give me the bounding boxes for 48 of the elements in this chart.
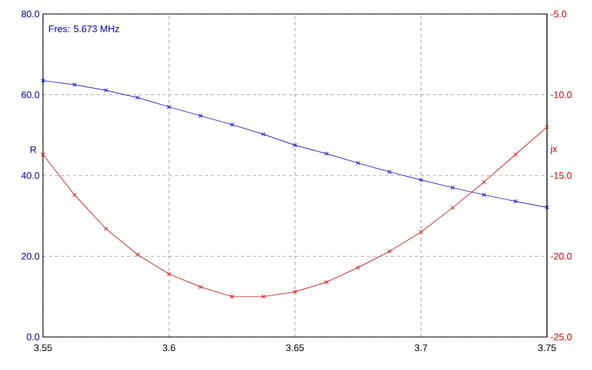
point xyxy=(292,290,298,294)
point xyxy=(292,143,298,148)
y2-axis-title: jx xyxy=(550,145,558,154)
point xyxy=(418,178,424,182)
point xyxy=(324,280,329,284)
point xyxy=(387,170,392,174)
y2-tick-label: -15.0 xyxy=(550,172,572,179)
point xyxy=(418,230,424,234)
point xyxy=(450,186,455,190)
y-axis-title: R xyxy=(30,146,36,153)
point xyxy=(513,199,518,204)
point xyxy=(135,252,140,257)
point xyxy=(513,152,518,157)
y2-tick-label: -25.0 xyxy=(550,334,572,340)
point xyxy=(166,104,172,109)
point xyxy=(198,284,203,290)
point xyxy=(104,226,108,231)
point xyxy=(104,88,108,92)
point xyxy=(198,114,203,118)
y-tick-label: 60.0 xyxy=(22,91,40,98)
x-tick-label: 3.6 xyxy=(162,344,176,352)
y2-tick-label: -5.0 xyxy=(550,10,566,18)
x-tick-label: 3.75 xyxy=(538,344,556,352)
point xyxy=(356,265,360,270)
y-tick-label: 80.0 xyxy=(22,10,40,18)
point xyxy=(356,160,360,166)
point xyxy=(482,180,486,184)
point xyxy=(72,192,77,197)
point xyxy=(450,206,455,210)
x-tick-label: 3.7 xyxy=(414,344,428,352)
point xyxy=(166,272,172,276)
x-tick-label: 3.65 xyxy=(286,344,304,352)
point xyxy=(324,152,329,156)
y2-tick-label: -20.0 xyxy=(550,252,572,260)
y2-tick-label: -10.0 xyxy=(550,91,572,98)
point xyxy=(261,132,266,136)
point xyxy=(482,192,486,197)
point xyxy=(261,294,266,299)
y-tick-label: 20.0 xyxy=(22,252,40,260)
point xyxy=(135,96,140,100)
annotation: Fres: 5.673 MHz xyxy=(49,25,119,32)
x-tick-label: 3.55 xyxy=(34,344,52,352)
point xyxy=(230,122,234,127)
y-tick-label: 40.0 xyxy=(21,172,40,179)
y-tick-label: 0.0 xyxy=(26,334,40,340)
point xyxy=(230,294,234,299)
point xyxy=(72,82,77,87)
point xyxy=(387,249,392,254)
